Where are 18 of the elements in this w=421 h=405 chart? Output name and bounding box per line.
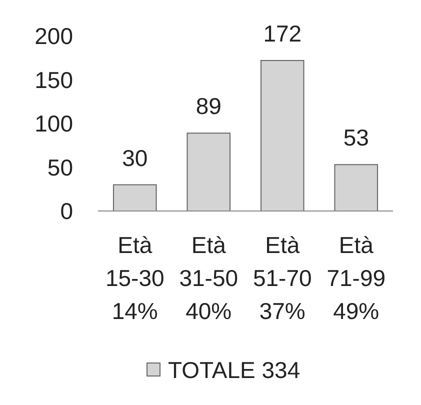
bar (260, 60, 304, 212)
bar (334, 164, 378, 212)
data-label: 172 (263, 20, 302, 46)
x-tick-label: Età 51-70 37% (252, 232, 312, 324)
x-tick-label: Età 15-30 14% (105, 232, 164, 324)
data-label: 89 (196, 93, 222, 120)
bar (112, 184, 157, 212)
bar (186, 132, 231, 212)
x-tick-label: Età 31-50 40% (179, 232, 238, 324)
data-label: 53 (343, 124, 369, 151)
y-tick-label: 50 (47, 154, 73, 180)
y-tick-label: 100 (34, 110, 73, 136)
data-label: 30 (122, 144, 148, 171)
y-tick-label: 150 (34, 66, 73, 93)
y-tick-label: 200 (34, 23, 73, 49)
x-tick-label: Età 71-99 49% (326, 232, 386, 324)
y-tick-label: 0 (60, 198, 73, 224)
legend-label: TOTALE 334 (168, 357, 300, 383)
